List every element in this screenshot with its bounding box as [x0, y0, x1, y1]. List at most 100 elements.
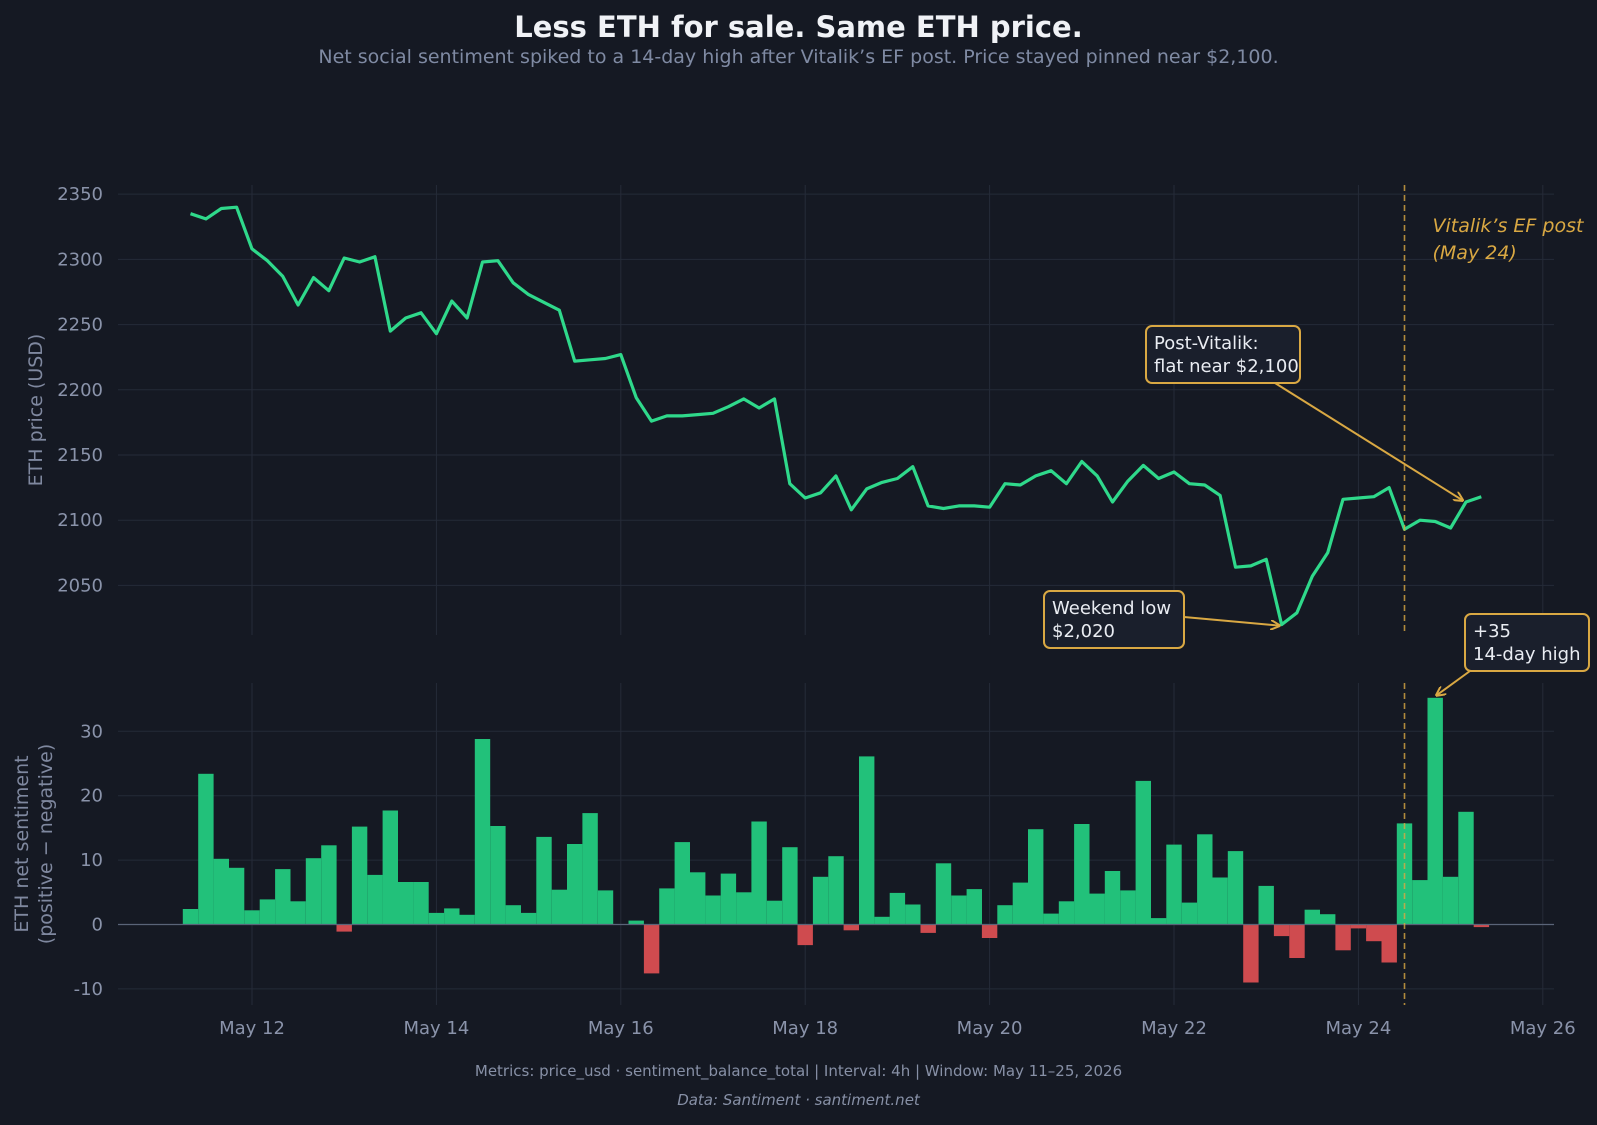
sentiment-bar-positive: [1181, 902, 1198, 925]
sentiment-bar-positive: [351, 826, 368, 925]
x-tick-label: May 26: [1510, 1018, 1576, 1039]
post-vitalik-text: Post-Vitalik: flat near $2,100: [1154, 333, 1299, 377]
price-tick-label: 2100: [57, 510, 103, 531]
sentiment-bar-positive: [766, 900, 783, 925]
sentiment-bar-positive: [321, 845, 337, 925]
sentiment-high-text: +35 14-day high: [1473, 621, 1580, 665]
sentiment-bar-positive: [1442, 876, 1459, 925]
chart-subtitle: Net social sentiment spiked to a 14-day …: [318, 46, 1279, 68]
x-tick-label: May 20: [957, 1018, 1023, 1039]
sentiment-bar-positive: [1197, 834, 1213, 925]
sentiment-high-box: [1464, 613, 1590, 672]
sentiment-bar-positive: [935, 863, 952, 925]
sentiment-bar-positive: [290, 901, 306, 925]
sentiment-bar-positive: [1120, 890, 1136, 925]
sentiment-bar-positive: [1427, 697, 1443, 925]
sentiment-bar-positive: [828, 856, 844, 925]
sentiment-bar-positive: [228, 867, 245, 925]
sentiment-bar-positive: [551, 889, 568, 925]
sentiment-bar-positive: [659, 888, 675, 925]
sentiment-tick-label: 0: [92, 915, 103, 936]
weekend-low-box: [1043, 590, 1185, 649]
sentiment-bar-positive: [567, 844, 583, 925]
post-vitalik-arrow: [1274, 382, 1462, 500]
x-tick-label: May 18: [772, 1018, 838, 1039]
sentiment-bar-positive: [751, 821, 767, 925]
sentiment-bar-positive: [1151, 918, 1167, 925]
event-label: Vitalik’s EF post (May 24): [1433, 215, 1585, 264]
sentiment-bar-positive: [259, 899, 276, 925]
sentiment-bar-negative: [1473, 924, 1490, 928]
sentiment-bar-positive: [690, 872, 706, 925]
post-vitalik-text-line1: Post-Vitalik:: [1154, 333, 1259, 354]
sentiment-bar-positive: [597, 890, 614, 925]
price-tick-label: 2300: [57, 249, 103, 270]
sentiment-bar-negative: [920, 924, 936, 933]
sentiment-bar-negative: [1273, 924, 1290, 937]
sentiment-bar-positive: [213, 858, 229, 925]
sentiment-bar-positive: [705, 895, 721, 925]
x-tick-label: May 16: [588, 1018, 654, 1039]
sentiment-bar-positive: [1104, 871, 1121, 925]
sentiment-bar-positive: [720, 873, 737, 925]
sentiment-bar-positive: [736, 892, 752, 925]
sentiment-y-axis-label: ETH net sentiment (positive − negative): [11, 744, 57, 944]
weekend-low-text-line2: $2,020: [1052, 621, 1115, 642]
sentiment-bar-negative: [1289, 924, 1305, 958]
sentiment-panel: -10 0 10 20 30 ETH net sentiment (positive − n…: [11, 683, 1576, 1039]
x-tick-label: May 12: [219, 1018, 285, 1039]
sentiment-bar-positive: [413, 882, 429, 925]
sentiment-tick-label: 10: [80, 850, 103, 871]
annotation-layer: Vitalik’s EF post (May 24) Weekend low $2,0…: [1043, 185, 1590, 1005]
event-label-line2: (May 24): [1433, 242, 1517, 264]
sentiment-bar-positive: [951, 895, 967, 925]
post-vitalik-box: [1145, 325, 1301, 384]
sentiment-bar-negative: [1335, 924, 1351, 951]
sentiment-bar-positive: [889, 892, 906, 925]
sentiment-bar-negative: [643, 924, 660, 974]
sentiment-bar-positive: [1074, 824, 1090, 925]
sentiment-bar-negative: [843, 924, 859, 931]
sentiment-bar-positive: [520, 912, 537, 925]
sentiment-bar-positive: [1043, 913, 1059, 925]
sentiment-tick-label: -10: [74, 979, 103, 1000]
price-tick-label: 2350: [57, 184, 103, 205]
sentiment-bar-negative: [1381, 924, 1397, 963]
sentiment-bar-positive: [244, 910, 260, 925]
price-panel: 2050 2100 2150 2200 2250 2300 2350 ETH price (U…: [25, 184, 1554, 635]
price-line: [189, 205, 1482, 627]
sentiment-bar-positive: [1304, 909, 1320, 925]
sentiment-bar-positive: [305, 858, 322, 925]
sentiment-tick-label: 30: [80, 721, 103, 742]
sentiment-bar-positive: [474, 739, 491, 925]
sentiment-bar-positive: [490, 826, 506, 925]
x-tick-label: May 22: [1141, 1018, 1207, 1039]
post-vitalik-text-line2: flat near $2,100: [1154, 356, 1299, 377]
sentiment-bar-positive: [444, 908, 460, 925]
sentiment-bar-positive: [966, 889, 982, 925]
sentiment-bar-positive: [1412, 880, 1428, 925]
sentiment-high-text-line2: 14-day high: [1473, 644, 1580, 665]
sentiment-bar-positive: [198, 773, 214, 925]
sentiment-tick-label: 20: [80, 786, 103, 807]
sentiment-bar-positive: [1227, 851, 1244, 925]
sentiment-bar-negative: [1243, 924, 1259, 983]
sentiment-bar-positive: [275, 869, 291, 925]
weekend-low-text: Weekend low $2,020: [1052, 598, 1171, 642]
sentiment-bar-positive: [1458, 811, 1474, 925]
sentiment-bar-positive: [782, 847, 798, 925]
sentiment-high-text-line1: +35: [1473, 621, 1511, 642]
weekend-low-arrow: [1183, 616, 1279, 626]
sentiment-bar-positive: [997, 905, 1013, 925]
sentiment-bar-negative: [1366, 924, 1382, 942]
sentiment-bar-positive: [674, 842, 690, 925]
sentiment-bar-positive: [905, 904, 921, 925]
sentiment-bar-positive: [812, 876, 829, 925]
sentiment-y-axis-label-line2: (positive − negative): [35, 744, 57, 944]
sentiment-bar-positive: [182, 909, 199, 925]
sentiment-bar-positive: [536, 836, 552, 925]
sentiment-bar-positive: [1212, 877, 1228, 925]
sentiment-y-axis-label-line1: ETH net sentiment: [11, 755, 33, 932]
sentiment-bar-positive: [459, 914, 475, 925]
